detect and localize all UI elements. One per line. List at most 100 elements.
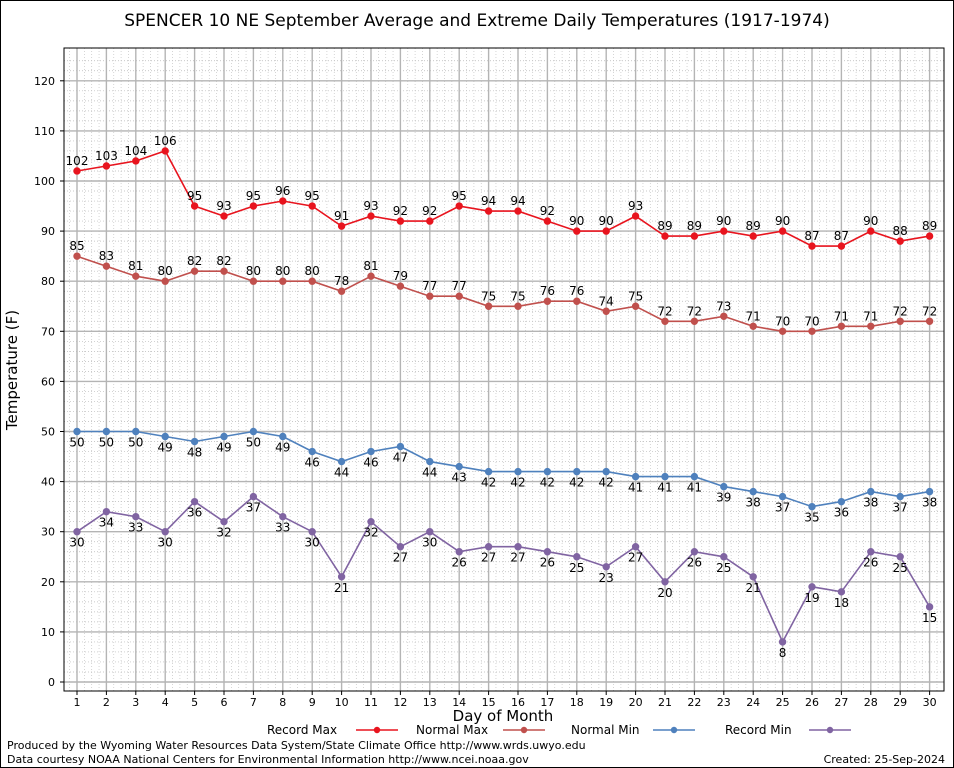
normal-max-point xyxy=(484,302,493,310)
normal-min-data-label: 49 xyxy=(158,441,173,455)
x-tick-label: 21 xyxy=(658,696,672,709)
record-max-data-label: 89 xyxy=(922,219,937,233)
x-tick-label: 6 xyxy=(221,696,228,709)
normal-max-point xyxy=(455,292,463,300)
normal-max-data-label: 80 xyxy=(158,264,173,278)
record-min-data-label: 36 xyxy=(187,506,202,520)
x-tick-label: 29 xyxy=(893,696,907,709)
normal-max-point xyxy=(543,297,552,305)
normal-max-data-label: 72 xyxy=(922,304,937,318)
record-max-point xyxy=(484,207,493,215)
normal-min-point xyxy=(631,472,640,481)
record-max-data-label: 90 xyxy=(863,214,878,228)
record-max-data-label: 92 xyxy=(422,204,437,218)
record-min-point xyxy=(102,507,111,516)
record-max-data-label: 87 xyxy=(834,229,849,243)
normal-max-data-label: 72 xyxy=(657,304,672,318)
x-tick-label: 14 xyxy=(452,696,466,709)
normal-max-data-label: 75 xyxy=(628,289,643,303)
normal-max-data-label: 71 xyxy=(746,309,761,323)
record-min-point xyxy=(925,603,934,611)
record-min-point xyxy=(220,517,228,526)
record-max-point xyxy=(396,217,405,225)
record-max-data-label: 89 xyxy=(687,219,702,233)
footer-produced-by: Produced by the Wyoming Water Resources … xyxy=(7,739,586,752)
record-min-line xyxy=(76,495,931,644)
record-min-point xyxy=(896,553,904,561)
record-min-data-label: 23 xyxy=(599,571,614,585)
normal-min-point xyxy=(925,487,934,496)
y-tick-label: 90 xyxy=(41,225,55,238)
normal-min-point xyxy=(73,427,81,436)
x-tick-label: 27 xyxy=(834,696,848,709)
footer-data-courtesy: Data courtesy NOAA National Centers for … xyxy=(7,753,529,766)
normal-max-data-label: 74 xyxy=(599,294,614,308)
record-min-data-label: 30 xyxy=(422,536,437,550)
normal-min-point xyxy=(367,447,375,456)
record-max-point xyxy=(73,167,81,175)
normal-min-data-label: 50 xyxy=(246,436,261,450)
footer-created-date: Created: 25-Sep-2024 xyxy=(824,753,945,766)
legend-label-record-max: Record Max xyxy=(267,723,337,737)
record-min-data-label: 37 xyxy=(246,501,261,515)
record-min-point xyxy=(661,578,669,586)
normal-min-data-label: 41 xyxy=(628,481,643,495)
record-max-data-label: 94 xyxy=(510,194,525,208)
normal-min-point xyxy=(690,472,699,481)
normal-min-data-label: 49 xyxy=(216,441,231,455)
record-max-point xyxy=(426,217,434,225)
normal-max-data-label: 80 xyxy=(275,264,290,278)
record-min-data-label: 30 xyxy=(305,536,320,550)
record-min-point xyxy=(279,512,287,521)
normal-min-data-label: 38 xyxy=(922,496,937,510)
record-max-data-label: 93 xyxy=(363,199,378,213)
legend-label-normal-min: Normal Min xyxy=(571,723,640,737)
normal-max-point xyxy=(220,267,228,275)
record-min-data-label: 25 xyxy=(569,561,584,575)
record-min-data-label: 26 xyxy=(452,556,467,570)
record-max-point xyxy=(337,222,346,230)
record-max-data-label: 92 xyxy=(393,204,408,218)
record-max-data-label: 102 xyxy=(66,154,89,168)
normal-min-point xyxy=(720,482,728,491)
record-max-point xyxy=(778,227,787,235)
normal-min-point xyxy=(161,432,169,441)
normal-min-point xyxy=(102,427,111,436)
x-tick-label: 5 xyxy=(191,696,198,709)
record-max-point xyxy=(220,212,228,220)
x-tick-label: 24 xyxy=(746,696,760,709)
normal-min-data-label: 43 xyxy=(452,471,467,485)
x-tick-label: 20 xyxy=(629,696,643,709)
record-min-data-label: 32 xyxy=(363,526,378,540)
normal-max-point xyxy=(837,322,846,330)
normal-min-data-label: 49 xyxy=(275,441,290,455)
normal-max-point xyxy=(132,272,140,280)
record-min-point xyxy=(808,583,816,591)
normal-min-point xyxy=(602,467,610,476)
record-max-point xyxy=(249,202,258,210)
record-min-point xyxy=(778,638,787,646)
y-tick-label: 110 xyxy=(34,125,55,138)
normal-min-line xyxy=(77,430,930,508)
y-tick-label: 100 xyxy=(34,175,55,188)
record-max-point xyxy=(514,207,522,215)
record-min-data-label: 30 xyxy=(158,536,173,550)
normal-min-point xyxy=(749,487,757,496)
normal-min-data-label: 50 xyxy=(99,436,114,450)
legend-marker-record-max xyxy=(373,726,381,734)
normal-min-data-label: 39 xyxy=(716,491,731,505)
record-min-data-label: 8 xyxy=(779,646,787,660)
normal-max-data-label: 85 xyxy=(69,239,84,253)
record-max-point xyxy=(102,162,111,170)
normal-min-data-label: 42 xyxy=(510,476,525,490)
chart-title: SPENCER 10 NE September Average and Extr… xyxy=(124,11,829,31)
record-min-point xyxy=(543,548,552,556)
record-min-point xyxy=(308,528,316,536)
normal-min-point xyxy=(573,467,581,476)
record-min-point xyxy=(749,573,757,581)
data-labels: 102 103 104 106 95 93 95 96 95 91 93 92 92 95 94 94 92 90… xyxy=(66,134,938,660)
record-max-line xyxy=(76,149,930,247)
record-min-point xyxy=(426,528,434,536)
